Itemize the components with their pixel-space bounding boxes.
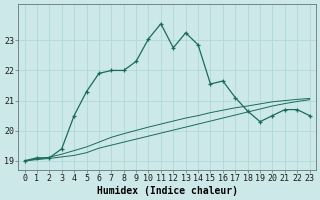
X-axis label: Humidex (Indice chaleur): Humidex (Indice chaleur) bbox=[97, 186, 237, 196]
